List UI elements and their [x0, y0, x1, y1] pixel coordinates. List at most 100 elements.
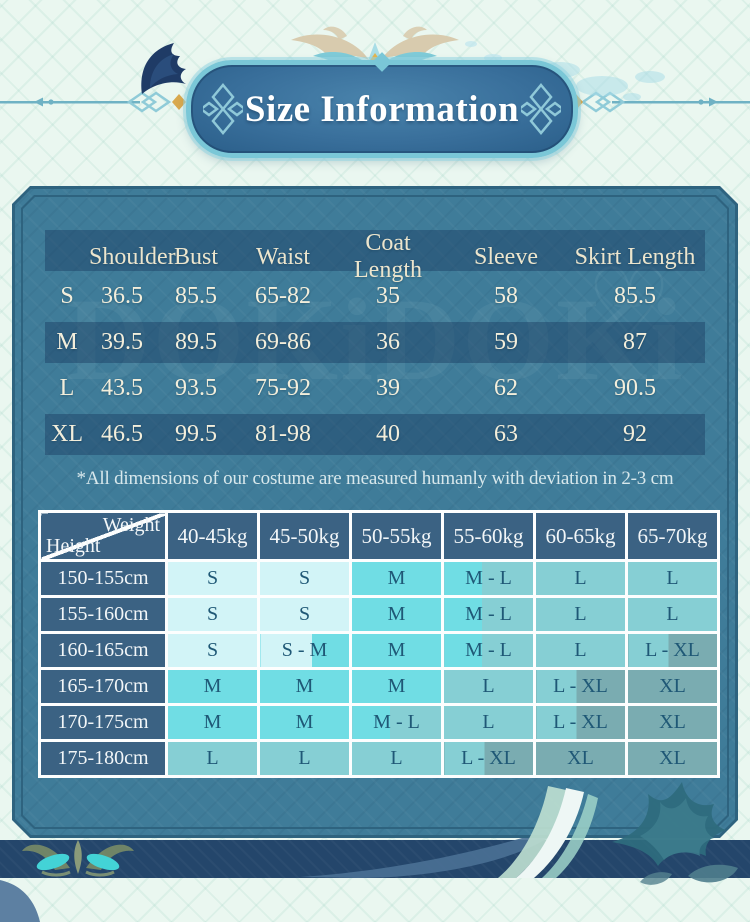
dark-wing-icon — [141, 43, 186, 94]
size-cell: 69-86 — [255, 329, 311, 355]
size-cell: 99.5 — [175, 421, 217, 447]
fit-cell: M — [349, 595, 444, 634]
size-cell: 75-92 — [255, 375, 311, 401]
size-cell: 92 — [623, 421, 647, 447]
fit-cell: S — [165, 595, 260, 634]
fit-cell: M — [257, 667, 352, 706]
col-header-sleeve: Sleeve — [474, 243, 538, 270]
size-cell: 58 — [494, 283, 518, 309]
fit-cell: M — [165, 703, 260, 742]
fit-row-165-170: 165-170cm M M M L L - XL XL — [38, 667, 720, 706]
fit-cell: L — [441, 703, 536, 742]
weight-col-header: 45-50kg — [257, 510, 352, 562]
fit-cell: M - L — [441, 631, 536, 670]
size-row-m: M 39.5 89.5 69-86 36 59 87 — [45, 322, 705, 363]
size-cell: 46.5 — [101, 421, 143, 447]
size-panel: DOKiDOKi ♡ Shoulder Bust Waist Coat Leng… — [12, 186, 738, 838]
size-row-xl: XL 46.5 99.5 81-98 40 63 92 — [45, 414, 705, 455]
fit-cell: L — [533, 559, 628, 598]
fit-cell: M — [349, 559, 444, 598]
size-cell: 43.5 — [101, 375, 143, 401]
fit-cell: M - L — [349, 703, 444, 742]
fit-cell: XL — [625, 703, 720, 742]
fit-cell: S - M — [257, 631, 352, 670]
size-cell: 36 — [376, 329, 400, 355]
size-label: S — [60, 283, 74, 309]
col-header-waist: Waist — [255, 243, 311, 270]
corner-height-label: Height — [46, 535, 101, 557]
size-cell: 85.5 — [614, 283, 656, 309]
size-cell: 59 — [494, 329, 518, 355]
fit-cell: S — [257, 559, 352, 598]
fit-cell: L — [349, 739, 444, 778]
weight-col-header: 65-70kg — [625, 510, 720, 562]
fit-cell: M — [257, 703, 352, 742]
weight-col-header: 55-60kg — [441, 510, 536, 562]
size-cell: 87 — [623, 329, 647, 355]
size-label: L — [59, 375, 75, 401]
weight-col-header: 60-65kg — [533, 510, 628, 562]
fit-cell: XL — [625, 739, 720, 778]
size-cell: 40 — [376, 421, 400, 447]
knot-ornament-icon — [126, 91, 626, 113]
fit-cell: L - XL — [441, 739, 536, 778]
col-header-coat-length: Coat Length — [354, 230, 422, 283]
fit-cell: L — [533, 631, 628, 670]
divider-line-icon — [0, 97, 750, 107]
weight-col-header: 50-55kg — [349, 510, 444, 562]
fit-cell: L - XL — [625, 631, 720, 670]
height-row-header: 160-165cm — [38, 631, 168, 670]
size-cell: 39 — [376, 375, 400, 401]
fit-row-150-155: 150-155cm S S M M - L L L — [38, 559, 720, 598]
fit-row-175-180: 175-180cm L L L L - XL XL XL — [38, 739, 720, 778]
arabesque-icon — [521, 83, 561, 135]
height-row-header: 170-175cm — [38, 703, 168, 742]
size-label: XL — [51, 421, 83, 447]
arabesque-icon — [203, 83, 243, 135]
fit-cell: XL — [625, 667, 720, 706]
fit-row-155-160: 155-160cm S S M M - L L L — [38, 595, 720, 634]
height-row-header: 165-170cm — [38, 667, 168, 706]
size-cell: 65-82 — [255, 283, 311, 309]
weight-col-header: 40-45kg — [165, 510, 260, 562]
size-cell: 90.5 — [614, 375, 656, 401]
height-weight-table: Weight Height 40-45kg 45-50kg 50-55kg 55… — [38, 510, 720, 778]
page-title: Size Information — [244, 88, 520, 130]
fit-cell: M - L — [441, 595, 536, 634]
fit-cell: S — [165, 559, 260, 598]
height-row-header: 150-155cm — [38, 559, 168, 598]
fit-row-170-175: 170-175cm M M M - L L L - XL XL — [38, 703, 720, 742]
col-header-skirt-length: Skirt Length — [574, 243, 696, 270]
size-cell: 81-98 — [255, 421, 311, 447]
size-cell: 35 — [376, 283, 400, 309]
bottom-banner — [0, 840, 750, 878]
fit-cell: L — [257, 739, 352, 778]
size-cell: 39.5 — [101, 329, 143, 355]
fit-cell: L — [625, 559, 720, 598]
corner-cell: Weight Height — [38, 510, 168, 562]
col-header-bust: Bust — [173, 243, 218, 270]
corner-weight-label: Weight — [102, 514, 160, 536]
fit-cell: S — [165, 631, 260, 670]
size-row-l: L 43.5 93.5 75-92 39 62 90.5 — [45, 368, 705, 409]
fit-cell: L — [533, 595, 628, 634]
fit-cell: S — [257, 595, 352, 634]
size-cell: 93.5 — [175, 375, 217, 401]
size-table-header-row: Shoulder Bust Waist Coat Length Sleeve S… — [45, 230, 705, 283]
size-cell: 62 — [494, 375, 518, 401]
fit-cell: L — [441, 667, 536, 706]
size-cell: 36.5 — [101, 283, 143, 309]
size-information-banner: Size Information — [186, 52, 578, 158]
fit-cell: M — [165, 667, 260, 706]
fit-cell: M — [349, 667, 444, 706]
fit-cell: M - L — [441, 559, 536, 598]
fit-cell: L - XL — [533, 703, 628, 742]
size-cell: 63 — [494, 421, 518, 447]
fit-cell: L - XL — [533, 667, 628, 706]
fit-row-160-165: 160-165cm S S - M M M - L L L - XL — [38, 631, 720, 670]
fit-cell: L — [625, 595, 720, 634]
col-header-shoulder: Shoulder — [89, 243, 176, 270]
height-row-header: 175-180cm — [38, 739, 168, 778]
size-cell: 85.5 — [175, 283, 217, 309]
